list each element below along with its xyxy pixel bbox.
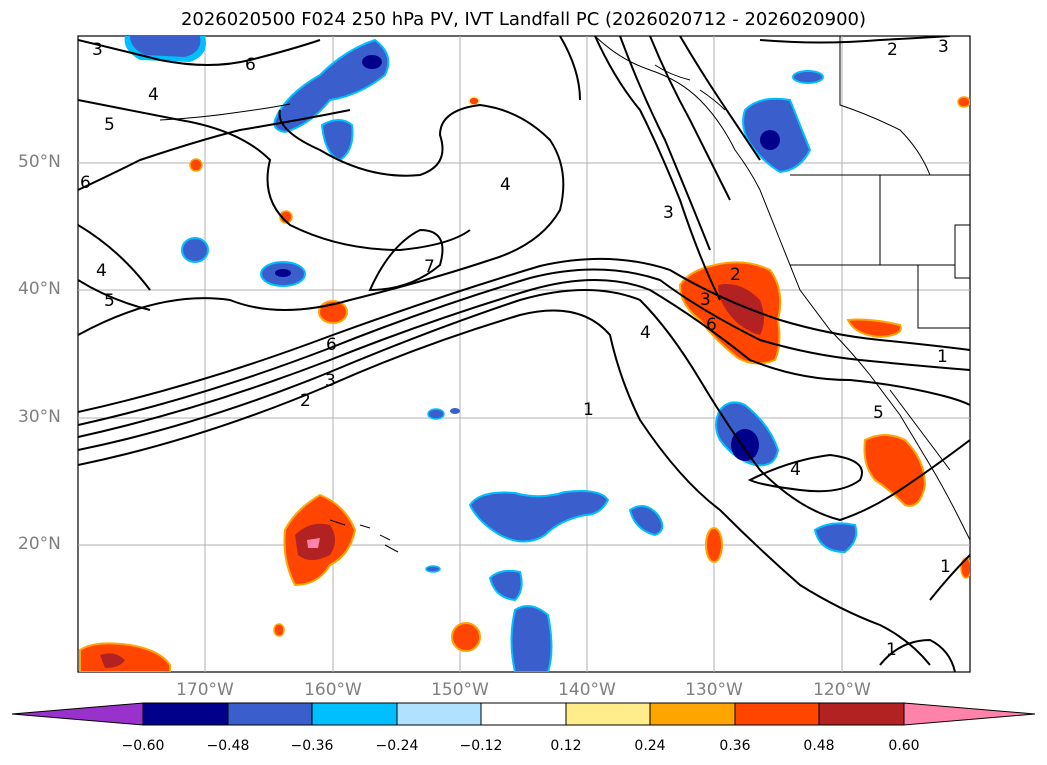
colorbar-tick-label: 0.60 [888, 738, 920, 754]
contour-label: 6 [80, 173, 91, 193]
pv-negative-region [468, 490, 610, 543]
contour-label: 4 [96, 261, 107, 281]
colorbar [11, 702, 1036, 726]
contour-label: 6 [245, 55, 256, 75]
pv-positive-region [79, 642, 171, 672]
pv-positive-region [863, 434, 927, 507]
colorbar-swatch [649, 702, 736, 726]
contour-label: 1 [937, 347, 948, 367]
colorbar-tick-label: 0.48 [803, 738, 835, 754]
lat-label-20n: 20°N [18, 534, 61, 554]
contour-label: 6 [706, 315, 717, 335]
lon-label-160w: 160°W [304, 680, 362, 700]
pv-positive-region [307, 538, 320, 548]
pv-positive-region [846, 318, 902, 339]
pv-positive-region [100, 653, 125, 668]
contour-label: 1 [886, 640, 897, 660]
contour-label: 3 [938, 37, 949, 57]
colorbar-swatch [734, 702, 820, 726]
lon-label-130w: 130°W [685, 680, 743, 700]
gridlines [78, 36, 970, 672]
pv-positive-region [718, 284, 764, 335]
colorbar-tick-label: 0.24 [634, 738, 666, 754]
lat-label-50n: 50°N [18, 152, 61, 172]
lon-label-140w: 140°W [558, 680, 616, 700]
colorbar-tick-label: 0.12 [550, 738, 582, 754]
lon-label-150w: 150°W [431, 680, 489, 700]
contour-label: 4 [640, 323, 651, 343]
lat-label-30n: 30°N [18, 407, 61, 427]
pv-filled-contours [79, 36, 970, 672]
map-title: 2026020500 F024 250 hPa PV, IVT Landfall… [180, 9, 867, 30]
ivt-contours [78, 36, 970, 672]
colorbar-tick-label: −0.36 [290, 738, 334, 754]
colorbar-swatch [142, 702, 229, 726]
contour-label: 2 [730, 265, 741, 285]
colorbar-swatch [396, 702, 482, 726]
colorbar-extend-low [11, 702, 144, 726]
colorbar-tick-label: −0.48 [206, 738, 250, 754]
contour-label: 6 [326, 335, 337, 355]
pv-negative-region [510, 605, 553, 672]
pv-negative-region [320, 119, 354, 162]
colorbar-extend-high [903, 702, 1036, 726]
lon-label-120w: 120°W [813, 680, 871, 700]
contour-label: 5 [104, 115, 115, 135]
pv-negative-region [130, 36, 201, 57]
contour-label: 1 [583, 400, 594, 420]
contour-label: 4 [790, 460, 801, 480]
contour-label: 2 [300, 391, 311, 411]
colorbar-swatch [311, 702, 398, 726]
colorbar-tick-label: −0.24 [375, 738, 419, 754]
pv-negative-region [628, 505, 664, 537]
contour-label: 5 [873, 403, 884, 423]
lon-label-170w: 170°W [176, 680, 234, 700]
contour-label: 2 [887, 40, 898, 60]
contour-label: 3 [92, 40, 103, 60]
coastlines [159, 36, 970, 553]
contour-label: 1 [940, 557, 951, 577]
colorbar-swatch [480, 702, 567, 726]
colorbar-swatch [565, 702, 651, 726]
contour-label: 3 [700, 290, 711, 310]
contour-labels: 3 6 4 5 6 4 5 7 6 3 2 4 3 6 3 2 4 1 1 5 … [80, 37, 951, 660]
colorbar-tick-label: −0.12 [459, 738, 503, 754]
contour-label: 5 [104, 291, 115, 311]
colorbar-swatch [227, 702, 313, 726]
contour-label: 3 [325, 371, 336, 391]
colorbar-tick-label: 0.36 [719, 738, 751, 754]
pv-negative-region [488, 569, 523, 602]
colorbar-swatch [818, 702, 905, 726]
map-frame [77, 35, 971, 673]
pv-negative-region [813, 522, 858, 554]
contour-label: 4 [500, 175, 511, 195]
contour-label: 7 [424, 257, 435, 277]
contour-label: 3 [663, 203, 674, 223]
lat-label-40n: 40°N [18, 279, 61, 299]
colorbar-tick-label: −0.60 [121, 738, 165, 754]
contour-label: 4 [148, 85, 159, 105]
pv-negative-region [273, 38, 390, 134]
